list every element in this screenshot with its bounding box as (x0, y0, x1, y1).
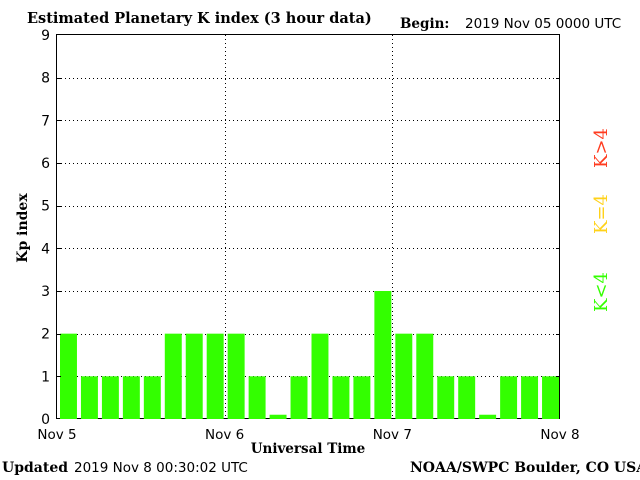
y-tick-label: 8 (41, 71, 50, 87)
updated-value: 2019 Nov 8 00:30:02 UTC (74, 460, 248, 476)
y-tick-label: 0 (41, 412, 50, 428)
x-tick-label: Nov 5 (37, 427, 76, 443)
plot-frame (56, 34, 560, 419)
kp-bar (332, 376, 350, 419)
kp-bar (311, 333, 329, 419)
gridlines (57, 35, 560, 419)
bars-group (60, 291, 559, 419)
y-tick-label: 2 (41, 327, 50, 343)
legend-label: K>4 (591, 128, 612, 168)
x-tick-label: Nov 6 (205, 427, 244, 443)
kp-bar (500, 376, 518, 419)
y-tick-label: 3 (41, 284, 50, 300)
legend: K>4 K=4 K<4 (591, 128, 612, 312)
kp-bar (206, 333, 224, 419)
x-tick-labels: Nov 5 Nov 6 Nov 7 Nov 8 (37, 427, 579, 443)
y-tick-labels: 0 1 2 3 4 5 6 7 8 9 (41, 28, 560, 428)
x-axis-label: Universal Time (251, 441, 366, 457)
kp-bar (101, 376, 119, 419)
y-tick-label: 7 (41, 113, 50, 129)
chart-title: Estimated Planetary K index (3 hour data… (27, 10, 372, 27)
kp-bar (143, 376, 161, 419)
kp-bar (395, 333, 413, 419)
x-tick-label: Nov 8 (540, 427, 579, 443)
kp-bar (164, 333, 182, 419)
kp-bar (122, 376, 140, 419)
y-tick-label: 1 (41, 369, 50, 385)
legend-label: K=4 (591, 194, 612, 234)
kp-bar (269, 414, 287, 419)
y-tick-label: 6 (41, 156, 50, 172)
kp-bar (353, 376, 371, 419)
y-tick-label: 9 (41, 28, 50, 44)
kp-bar (374, 291, 392, 419)
legend-label: K<4 (591, 272, 612, 312)
kp-bar (437, 376, 455, 419)
begin-label: Begin: (400, 16, 450, 32)
kp-bar (248, 376, 266, 419)
kp-bar (542, 376, 559, 419)
y-tick-label: 5 (41, 199, 50, 215)
kp-bar (479, 414, 497, 419)
kp-bar (290, 376, 308, 419)
y-tick-label: 4 (41, 241, 50, 257)
kp-bar (521, 376, 539, 419)
updated-label: Updated (2, 460, 69, 476)
x-tick-label: Nov 7 (373, 427, 412, 443)
kp-bar (60, 333, 77, 419)
kp-bar (227, 333, 245, 419)
y-axis-label: Kp index (15, 193, 31, 263)
kp-bar (458, 376, 476, 419)
kp-bar (185, 333, 203, 419)
begin-value: 2019 Nov 05 0000 UTC (465, 16, 622, 32)
credit-text: NOAA/SWPC Boulder, CO USA (410, 460, 640, 476)
kp-bar (416, 333, 434, 419)
kp-bar (80, 376, 98, 419)
